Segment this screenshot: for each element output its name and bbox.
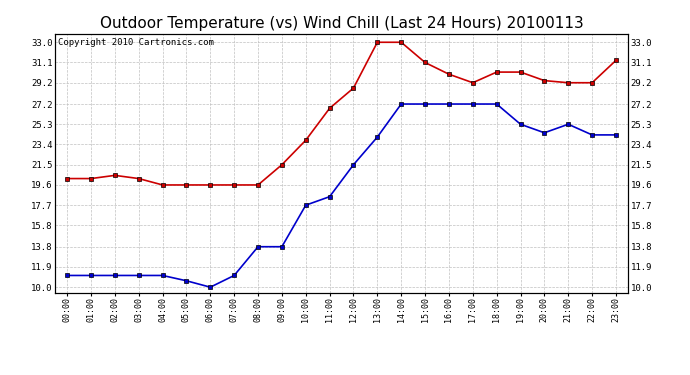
Text: Copyright 2010 Cartronics.com: Copyright 2010 Cartronics.com xyxy=(58,38,214,46)
Title: Outdoor Temperature (vs) Wind Chill (Last 24 Hours) 20100113: Outdoor Temperature (vs) Wind Chill (Las… xyxy=(99,16,584,31)
